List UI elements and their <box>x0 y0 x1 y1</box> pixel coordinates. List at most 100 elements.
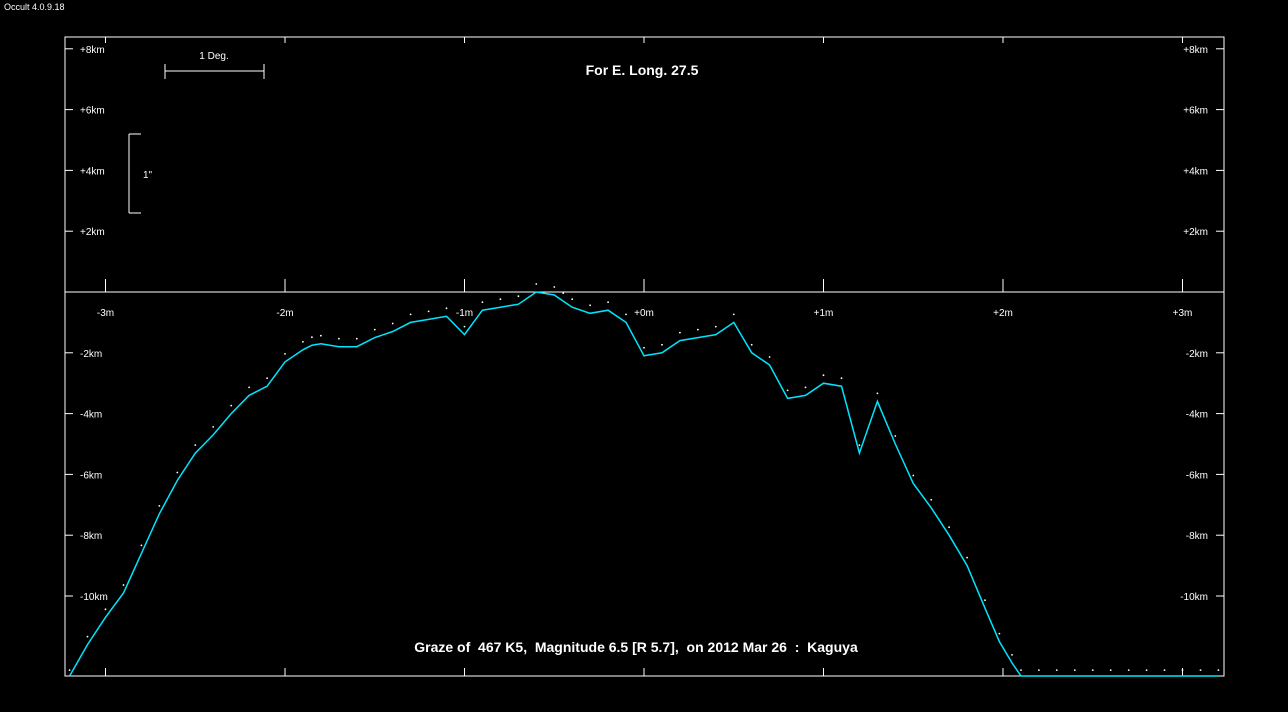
x-tick-label: -3m <box>97 308 114 319</box>
profile-point <box>284 353 286 355</box>
x-tick-label: +0m <box>634 308 654 319</box>
profile-point <box>86 635 89 638</box>
profile-point <box>948 526 950 529</box>
profile-point <box>804 386 807 389</box>
profile-point <box>535 283 538 285</box>
profile-point <box>1217 669 1220 671</box>
profile-point <box>212 426 215 428</box>
y-tick-label-left: -10km <box>80 592 108 603</box>
y-tick-label-left: -8km <box>80 531 102 542</box>
profile-point <box>1073 669 1076 671</box>
profile-point <box>338 337 340 340</box>
vertical-scale-label: 1" <box>143 170 153 181</box>
profile-point <box>984 599 986 602</box>
profile-point <box>176 471 179 474</box>
profile-point <box>840 377 843 380</box>
profile-point <box>562 292 565 294</box>
profile-point <box>427 310 430 313</box>
y-tick-label-left: +2km <box>80 227 105 238</box>
profile-point <box>1199 669 1202 671</box>
graze-title: Graze of 467 K5, Magnitude 6.5 [R 5.7], … <box>414 639 858 655</box>
profile-point <box>876 392 879 395</box>
chart-title: For E. Long. 27.5 <box>586 62 699 78</box>
profile-point <box>481 301 484 304</box>
profile-point <box>122 584 125 586</box>
y-tick-label-right: +6km <box>1183 106 1208 117</box>
profile-point <box>822 374 825 377</box>
profile-point <box>998 632 1001 635</box>
y-tick-label-right: -4km <box>1186 410 1208 421</box>
profile-point <box>445 307 448 310</box>
x-tick-label: -2m <box>276 308 293 319</box>
vertical-scale-bar: 1" <box>128 133 153 214</box>
profile-point <box>786 389 789 392</box>
profile-point <box>1091 669 1094 671</box>
x-tick-label: +1m <box>814 308 834 319</box>
profile-point <box>1127 669 1130 671</box>
profile-point <box>714 325 717 328</box>
profile-point <box>607 301 609 304</box>
x-axis-ticks: -3m -2m -1m +0m +1m +2m +3m <box>97 37 1192 676</box>
horizontal-scale-bar: 1 Deg. <box>164 51 265 79</box>
y-tick-label-left: -4km <box>80 410 102 421</box>
profile-point <box>311 336 313 339</box>
profile-point <box>266 377 268 380</box>
y-tick-label-left: +8km <box>80 45 105 56</box>
profile-point <box>1038 669 1040 671</box>
profile-point <box>391 322 394 325</box>
y-tick-label-right: -8km <box>1186 531 1208 542</box>
profile-point <box>966 556 968 559</box>
profile-point <box>1011 654 1013 656</box>
y-tick-label-left: -6km <box>80 470 102 481</box>
profile-point <box>643 346 645 349</box>
profile-point <box>912 474 915 477</box>
profile-point <box>230 404 233 407</box>
profile-point <box>625 313 627 316</box>
limb-profile-points <box>68 283 1220 671</box>
app-title: Occult 4.0.9.18 <box>4 2 65 12</box>
profile-point <box>1145 669 1148 671</box>
profile-point <box>1055 669 1058 671</box>
profile-point <box>858 444 861 446</box>
profile-point <box>499 298 502 301</box>
profile-point <box>1109 669 1112 671</box>
x-tick-label: +3m <box>1173 308 1193 319</box>
profile-point <box>355 337 358 340</box>
profile-point <box>661 343 663 346</box>
profile-point <box>194 444 197 446</box>
plot-frame <box>64 36 1225 677</box>
profile-point <box>930 498 933 501</box>
profile-point <box>158 505 161 507</box>
y-tick-label-right: -10km <box>1180 592 1208 603</box>
profile-point <box>68 669 71 671</box>
profile-point <box>589 304 591 307</box>
profile-point <box>571 298 574 301</box>
y-axis-ticks: +8km +8km +6km +6km +4km +4km +2km +2km -2km -2km… <box>65 45 1224 603</box>
y-tick-label-right: -6km <box>1186 470 1208 481</box>
profile-point <box>248 386 251 389</box>
profile-point <box>750 343 753 346</box>
y-tick-label-right: -2km <box>1186 349 1208 360</box>
profile-point <box>1020 669 1022 671</box>
y-tick-label-left: -2km <box>80 349 102 360</box>
profile-point <box>697 328 699 331</box>
profile-point <box>373 328 376 331</box>
horizontal-scale-label: 1 Deg. <box>199 51 228 62</box>
profile-point <box>104 608 107 611</box>
profile-point <box>302 340 304 343</box>
x-tick-label: -1m <box>456 308 473 319</box>
profile-point <box>679 331 681 334</box>
profile-point <box>768 356 771 358</box>
profile-point <box>140 544 143 547</box>
x-tick-label: +2m <box>993 308 1013 319</box>
profile-point <box>409 313 412 316</box>
y-tick-label-left: +4km <box>80 166 105 177</box>
limb-profile-line <box>68 291 1219 677</box>
profile-point <box>463 325 466 328</box>
y-tick-label-right: +2km <box>1183 227 1208 238</box>
y-tick-label-left: +6km <box>80 106 105 117</box>
profile-point <box>894 435 897 437</box>
profile-point <box>732 313 735 316</box>
profile-point <box>1181 669 1184 671</box>
